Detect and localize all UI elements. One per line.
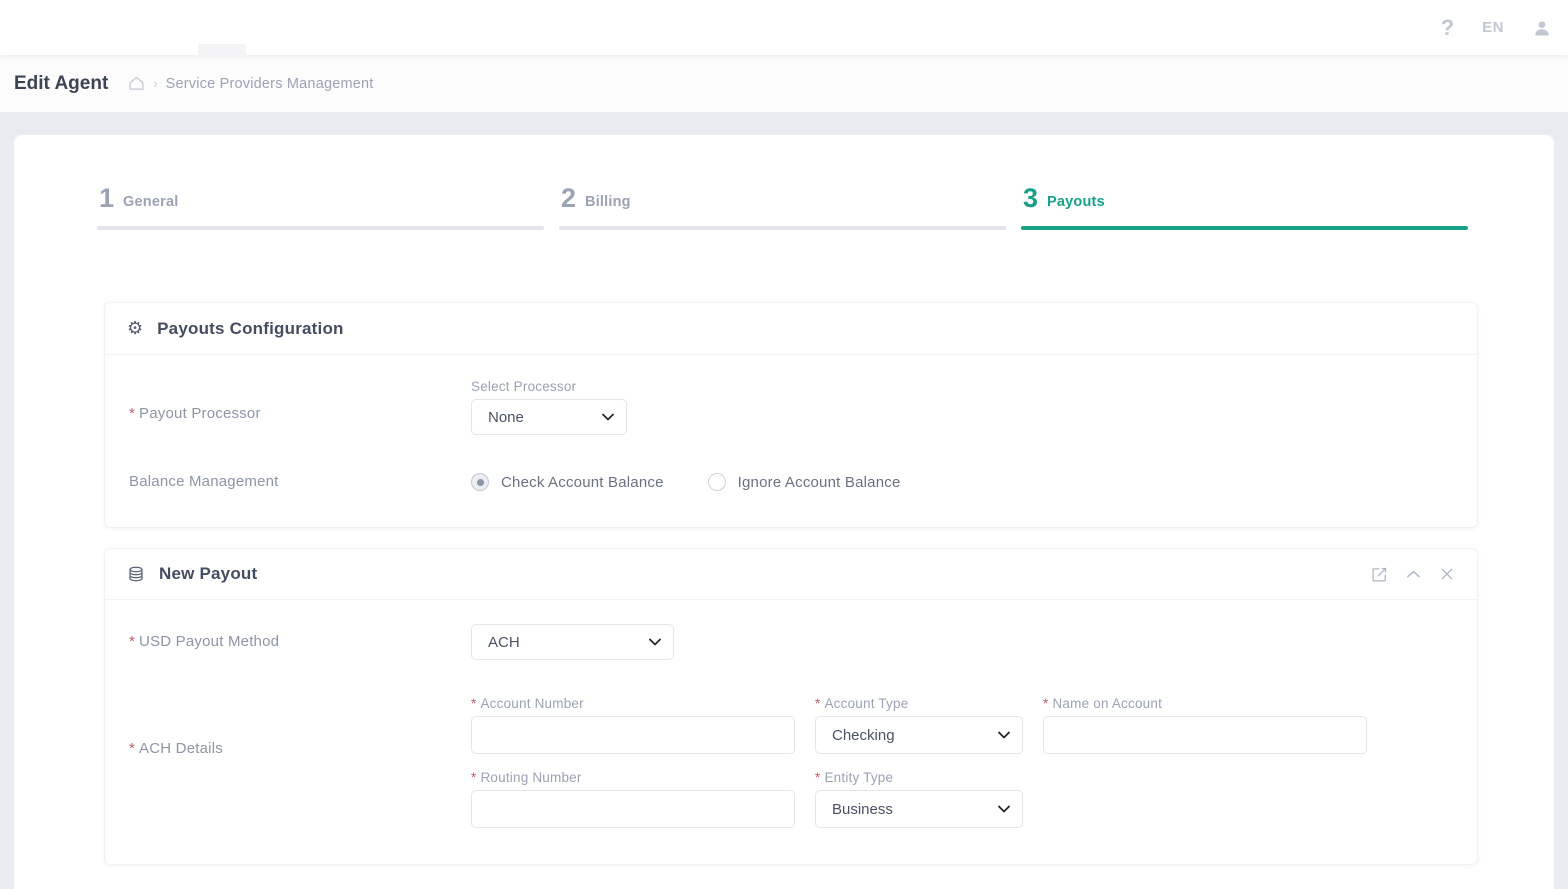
name-on-account-label: * Name on Account [1043, 696, 1163, 711]
entity-type-label: * Entity Type [815, 770, 894, 785]
ach-details-label: * ACH Details [129, 740, 223, 757]
name-on-account-field: * Name on Account [1043, 696, 1367, 754]
stepper: 1 General 2 Billing 3 Payouts [97, 185, 1468, 230]
usd-payout-method-select[interactable]: ACH [471, 624, 674, 660]
step-label: General [123, 194, 179, 210]
gear-icon: ⚙ [127, 318, 144, 338]
collapse-icon[interactable] [1405, 566, 1422, 583]
main-content: 1 General 2 Billing 3 Payouts ⚙ Payouts … [14, 135, 1554, 889]
step-progress-bar [559, 226, 1006, 230]
radio-button[interactable] [707, 473, 726, 491]
entity-type-select[interactable]: Business [815, 790, 1023, 828]
help-icon[interactable]: ? [1440, 14, 1455, 40]
language-selector[interactable]: EN [1482, 19, 1504, 36]
selected-value: None [488, 408, 524, 426]
coins-icon [127, 565, 145, 583]
chevron-down-icon [998, 731, 1010, 739]
card-title: Payouts Configuration [157, 318, 344, 338]
chevron-down-icon [998, 805, 1010, 813]
step-payouts[interactable]: 3 Payouts [1021, 185, 1468, 230]
usd-payout-method-row: * USD Payout Method ACH [129, 624, 1453, 660]
edit-icon[interactable] [1371, 566, 1388, 583]
ach-details-row: * ACH Details * Account Number * Account Ty… [129, 696, 1453, 828]
selected-value: ACH [488, 633, 520, 651]
payout-processor-select[interactable]: None [471, 399, 627, 435]
select-processor-label: Select Processor [471, 379, 577, 394]
step-progress-bar [97, 226, 544, 230]
payout-processor-row: * Payout Processor Select Processor None [129, 379, 1453, 435]
breadcrumb-separator: › [153, 76, 158, 91]
step-general[interactable]: 1 General [97, 185, 544, 230]
account-type-field: * Account Type Checking [815, 696, 1023, 754]
usd-payout-method-label: * USD Payout Method [129, 633, 280, 650]
routing-number-label: * Routing Number [471, 770, 582, 785]
required-marker: * [129, 633, 136, 650]
account-number-input[interactable] [471, 716, 795, 754]
selected-value: Checking [832, 726, 895, 744]
skeleton-placeholder [198, 44, 246, 57]
card-header: New Payout [105, 549, 1477, 600]
page-title: Edit Agent [14, 72, 109, 94]
step-number: 2 [561, 183, 577, 213]
step-number: 1 [99, 183, 115, 213]
balance-radio-group: Check Account Balance Ignore Account Bal… [471, 467, 901, 491]
radio-label: Check Account Balance [501, 473, 664, 491]
chevron-down-icon [602, 413, 614, 421]
selected-value: Business [832, 800, 893, 818]
step-progress-bar [1021, 226, 1468, 230]
account-number-field: * Account Number [471, 696, 795, 754]
balance-management-label: Balance Management [129, 473, 279, 490]
breadcrumb-bar: Edit Agent › Service Providers Managemen… [0, 55, 1568, 112]
account-type-label: * Account Type [815, 696, 909, 711]
step-billing[interactable]: 2 Billing [559, 185, 1006, 230]
close-icon[interactable] [1439, 566, 1455, 582]
home-icon[interactable] [128, 75, 145, 92]
entity-type-field: * Entity Type Business [815, 770, 1023, 828]
card-title: New Payout [159, 564, 258, 583]
radio-button[interactable] [471, 473, 489, 491]
account-number-label: * Account Number [471, 696, 584, 711]
breadcrumb-path[interactable]: Service Providers Management [165, 75, 374, 92]
balance-management-row: Balance Management Check Account Balance… [129, 467, 1453, 491]
chevron-down-icon [649, 638, 661, 646]
routing-number-field: * Routing Number [471, 770, 795, 828]
radio-ignore-account-balance[interactable]: Ignore Account Balance [707, 473, 901, 491]
radio-check-account-balance[interactable]: Check Account Balance [471, 473, 664, 491]
step-number: 3 [1023, 183, 1039, 213]
payouts-configuration-card: ⚙ Payouts Configuration * Payout Processo… [104, 302, 1478, 528]
required-marker: * [129, 740, 136, 757]
radio-label: Ignore Account Balance [737, 473, 901, 491]
top-header: ? EN [0, 0, 1568, 57]
required-marker: * [129, 405, 136, 422]
card-header: ⚙ Payouts Configuration [105, 303, 1477, 355]
new-payout-card: New Payout * USD Payout Met [104, 548, 1478, 865]
account-type-select[interactable]: Checking [815, 716, 1023, 754]
step-label: Billing [585, 194, 631, 210]
payout-processor-label: * Payout Processor [129, 405, 261, 422]
user-icon[interactable] [1532, 18, 1552, 38]
routing-number-input[interactable] [471, 790, 795, 828]
name-on-account-input[interactable] [1043, 716, 1367, 754]
step-label: Payouts [1047, 194, 1105, 210]
